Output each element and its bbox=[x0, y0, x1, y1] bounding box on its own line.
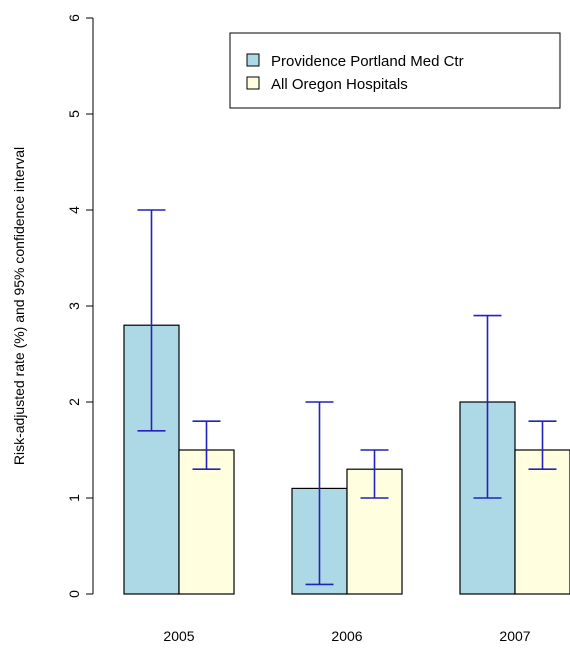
legend-swatch-0 bbox=[246, 53, 260, 67]
error-bars bbox=[137, 209, 557, 586]
bar-2007-series-1 bbox=[514, 449, 570, 595]
y-tick-label: 1 bbox=[66, 494, 82, 502]
bars bbox=[123, 324, 570, 595]
y-axis-title: Risk-adjusted rate (%) and 95% confidenc… bbox=[11, 147, 27, 465]
y-axis: 0 1 2 3 4 5 6 bbox=[66, 14, 94, 598]
legend-label-1: All Oregon Hospitals bbox=[271, 76, 408, 93]
y-tick-label: 6 bbox=[66, 14, 82, 22]
legend-swatch-1 bbox=[246, 76, 260, 90]
x-tick-label: 2007 bbox=[499, 628, 530, 644]
x-axis-labels: 2005 2006 2007 bbox=[163, 628, 530, 644]
x-tick-label: 2006 bbox=[331, 628, 362, 644]
x-tick-label: 2005 bbox=[163, 628, 194, 644]
legend: Providence Portland Med Ctr All Oregon Ho… bbox=[229, 32, 561, 109]
y-tick-label: 3 bbox=[66, 302, 82, 310]
legend-label-0: Providence Portland Med Ctr bbox=[271, 53, 464, 70]
bar-2005-series-1 bbox=[178, 449, 235, 595]
y-tick-label: 4 bbox=[66, 206, 82, 214]
y-tick-label: 5 bbox=[66, 110, 82, 118]
y-tick-label: 0 bbox=[66, 590, 82, 598]
y-tick-label: 2 bbox=[66, 398, 82, 406]
legend-box bbox=[229, 32, 561, 109]
